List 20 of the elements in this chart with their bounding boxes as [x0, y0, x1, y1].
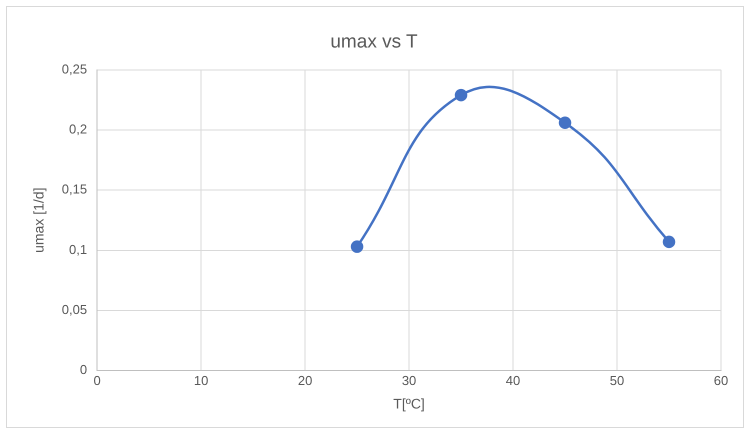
x-tick-label: 10	[194, 372, 208, 388]
y-tick-label: 0	[80, 362, 88, 378]
x-tick-label: 20	[298, 372, 312, 388]
chart-title: umax vs T	[330, 32, 418, 53]
y-tick-label: 0,05	[62, 302, 88, 318]
x-tick-label: 50	[610, 372, 624, 388]
y-tick-label: 0,25	[62, 61, 88, 76]
x-tick-label: 30	[402, 372, 416, 388]
y-axis-title: umax [1/d]	[30, 188, 46, 253]
y-tick-label: 0,2	[69, 122, 88, 137]
point	[558, 116, 572, 129]
x-tick-label: 60	[714, 372, 728, 388]
x-axis-title: T[ºC]	[393, 395, 425, 412]
y-tick-label: 0,1	[69, 242, 88, 257]
x-tick-label: 0	[93, 372, 101, 388]
point	[454, 88, 468, 102]
point	[662, 236, 676, 248]
point	[350, 240, 364, 253]
y-tick-label: 0,15	[62, 182, 88, 197]
x-tick-label: 40	[506, 372, 520, 388]
